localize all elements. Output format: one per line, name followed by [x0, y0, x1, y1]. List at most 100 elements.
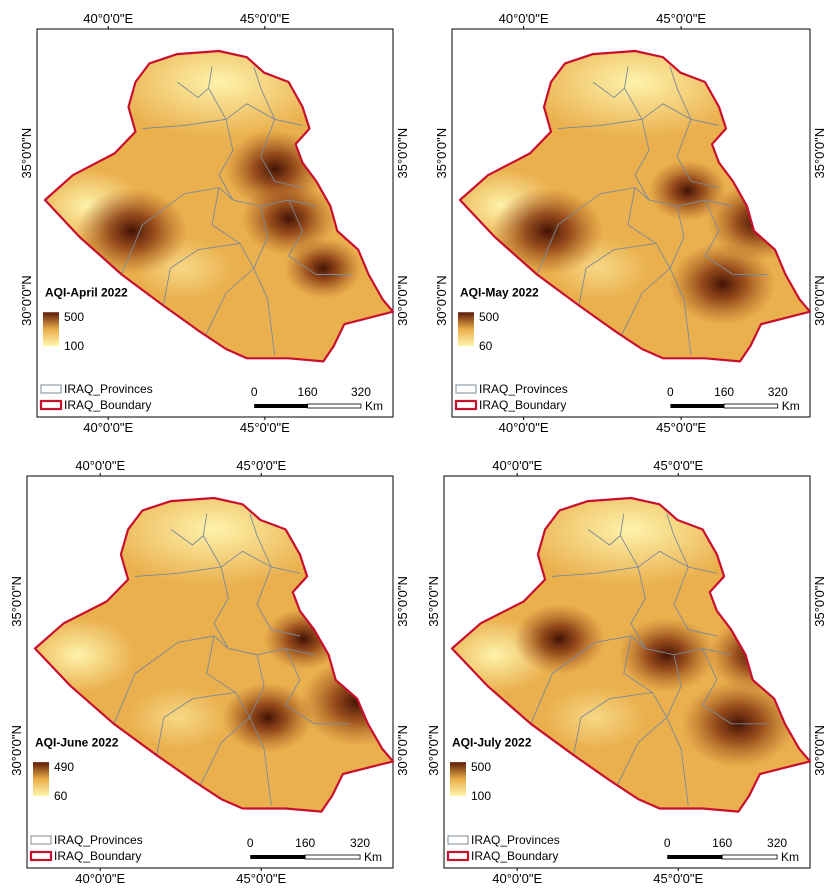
- province-line: [284, 648, 350, 725]
- province-line: [552, 550, 717, 577]
- ramp-min-label: 60: [479, 339, 493, 353]
- scalebar-tick-label: 0: [664, 836, 671, 850]
- province-line: [704, 199, 768, 275]
- province-line: [701, 648, 767, 725]
- latitude-label: 30°0'0"N: [19, 275, 34, 326]
- scalebar-light: [723, 403, 779, 409]
- province-line: [162, 242, 240, 306]
- scalebar-tick-label: 320: [767, 836, 787, 850]
- latitude-label: 35°0'0"N: [395, 128, 410, 179]
- iraq-boundary: [33, 496, 395, 813]
- boundary-legend-label: IRAQ_Boundary: [64, 398, 151, 412]
- province-line: [666, 513, 689, 568]
- province-line: [249, 513, 272, 568]
- province-line: [176, 81, 209, 99]
- scalebar-tick-label: 320: [768, 385, 788, 399]
- province-line: [288, 199, 352, 275]
- scalebar-dark: [667, 855, 723, 859]
- scalebar-dark: [254, 404, 308, 408]
- boundary-legend-label: IRAQ_Boundary: [471, 849, 558, 863]
- longitude-label: 40°0'0"E: [499, 11, 549, 26]
- province-line: [178, 635, 315, 656]
- map-panel-1: 40°0'0"E 40°0'0"E 45°0'0"E 45°0'0"E 35°0'0"N…: [19, 11, 410, 435]
- scalebar-unit: Km: [782, 399, 800, 413]
- boundary-swatch: [446, 850, 470, 862]
- scalebar-tick-label: 320: [350, 836, 370, 850]
- ramp-max-label: 490: [54, 760, 74, 774]
- scalebar-light: [304, 854, 361, 860]
- iraq-boundary: [43, 49, 395, 363]
- boundary-swatch: [39, 399, 63, 411]
- province-line: [587, 529, 621, 546]
- provinces-swatch: [447, 835, 469, 845]
- province-line: [142, 103, 303, 130]
- iraq-boundary: [458, 49, 812, 363]
- aqi-color-ramp: [43, 312, 59, 347]
- province-line: [530, 641, 596, 724]
- map-panel-2: 40°0'0"E 40°0'0"E 45°0'0"E 45°0'0"E 35°0'0"N…: [434, 11, 827, 435]
- panel-title: AQI-June 2022: [35, 735, 119, 749]
- scalebar-dark: [250, 855, 306, 859]
- iraq-boundary: [450, 496, 812, 813]
- longitude-label: 40°0'0"E: [83, 420, 133, 435]
- aqi-hotspot: [284, 237, 363, 299]
- aqi-color-ramp: [33, 762, 49, 797]
- aqi-hotspot: [76, 187, 188, 275]
- province-line: [627, 187, 671, 269]
- provinces-legend-label: IRAQ_Provinces: [471, 833, 560, 847]
- scalebar-unit: Km: [781, 850, 799, 864]
- province-line: [184, 187, 317, 207]
- province-line: [204, 267, 255, 337]
- longitude-label: 45°0'0"E: [656, 11, 706, 26]
- panel-title: AQI-April 2022: [45, 286, 128, 300]
- boundary-legend-label: IRAQ_Boundary: [54, 849, 141, 863]
- panel-title: AQI-July 2022: [452, 735, 532, 749]
- province-line: [599, 187, 734, 207]
- latitude-label: 35°0'0"N: [426, 576, 441, 627]
- latitude-label: 35°0'0"N: [812, 576, 827, 627]
- aqi-color-ramp: [450, 762, 466, 797]
- province-line: [253, 66, 276, 120]
- ramp-min-label: 60: [54, 789, 68, 803]
- province-line: [595, 635, 732, 656]
- province-line: [623, 635, 668, 718]
- map-panel-3: 40°0'0"E 40°0'0"E 45°0'0"E 45°0'0"E 35°0'0"N…: [9, 458, 410, 886]
- latitude-label: 30°0'0"N: [812, 275, 827, 326]
- province-line: [121, 193, 185, 275]
- scalebar-unit: Km: [365, 399, 383, 413]
- aqi-hotspot: [221, 682, 314, 753]
- longitude-label: 45°0'0"E: [656, 420, 706, 435]
- provinces-legend-label: IRAQ_Provinces: [479, 382, 568, 396]
- latitude-label: 35°0'0"N: [395, 576, 410, 627]
- latitude-label: 30°0'0"N: [426, 725, 441, 776]
- boundary-legend-label: IRAQ_Boundary: [479, 398, 566, 412]
- scalebar-tick-label: 160: [712, 836, 732, 850]
- boundary-swatch: [29, 850, 53, 862]
- longitude-label: 40°0'0"E: [83, 11, 133, 26]
- longitude-label: 40°0'0"E: [75, 458, 125, 473]
- aqi-color-ramp: [458, 312, 474, 347]
- province-line: [113, 641, 179, 724]
- latitude-label: 35°0'0"N: [19, 128, 34, 179]
- province-line: [170, 529, 204, 546]
- latitude-label: 30°0'0"N: [395, 275, 410, 326]
- scalebar-tick-label: 160: [714, 385, 734, 399]
- latitude-label: 30°0'0"N: [395, 725, 410, 776]
- province-line: [630, 566, 646, 649]
- province-line: [673, 566, 717, 637]
- longitude-label: 40°0'0"E: [492, 871, 542, 886]
- ramp-max-label: 500: [64, 310, 84, 324]
- province-line: [616, 717, 668, 787]
- longitude-label: 45°0'0"E: [236, 458, 286, 473]
- provinces-swatch: [455, 384, 477, 394]
- province-line: [199, 717, 251, 787]
- province-line: [578, 242, 657, 306]
- province-line: [218, 119, 234, 201]
- province-line: [211, 187, 255, 269]
- scalebar-tick-label: 160: [298, 385, 318, 399]
- latitude-label: 30°0'0"N: [812, 725, 827, 776]
- map-panel-4: 40°0'0"E 40°0'0"E 45°0'0"E 45°0'0"E 35°0'0"N…: [426, 458, 827, 886]
- province-line: [536, 193, 601, 275]
- scalebar-tick-label: 0: [667, 385, 674, 399]
